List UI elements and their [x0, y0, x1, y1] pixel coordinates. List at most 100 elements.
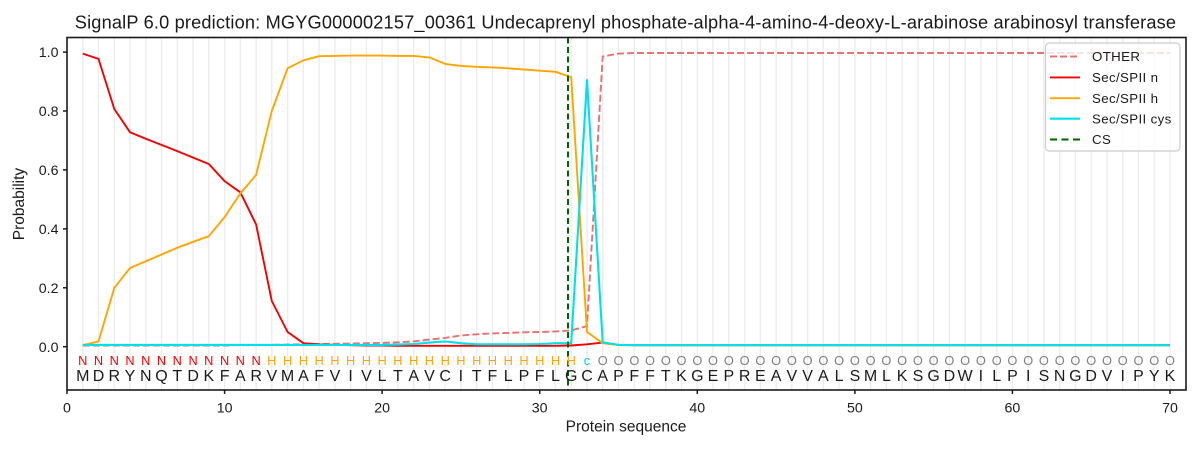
svg-text:O: O — [834, 353, 844, 368]
svg-text:K: K — [1165, 368, 1176, 385]
svg-text:I: I — [459, 368, 463, 385]
svg-text:O: O — [740, 353, 750, 368]
svg-text:E: E — [708, 368, 719, 385]
svg-text:O: O — [803, 353, 813, 368]
svg-text:H: H — [314, 353, 323, 368]
svg-text:N: N — [110, 353, 119, 368]
svg-text:CS: CS — [1092, 132, 1111, 147]
svg-text:H: H — [330, 353, 339, 368]
svg-text:N: N — [94, 353, 103, 368]
svg-text:0.4: 0.4 — [39, 222, 59, 238]
svg-text:O: O — [881, 353, 891, 368]
svg-text:1.0: 1.0 — [39, 45, 59, 61]
svg-text:W: W — [958, 368, 974, 385]
svg-text:0.0: 0.0 — [39, 340, 59, 356]
svg-text:H: H — [362, 353, 371, 368]
svg-text:N: N — [125, 353, 134, 368]
svg-text:H: H — [551, 353, 560, 368]
svg-text:L: L — [378, 368, 387, 385]
svg-text:Sec/SPII n: Sec/SPII n — [1092, 70, 1158, 85]
svg-text:H: H — [393, 353, 402, 368]
svg-text:40: 40 — [689, 400, 705, 416]
svg-text:60: 60 — [1005, 400, 1021, 416]
svg-text:O: O — [960, 353, 970, 368]
svg-text:A: A — [298, 368, 309, 385]
svg-text:O: O — [913, 353, 923, 368]
svg-text:O: O — [1118, 353, 1128, 368]
svg-text:c: c — [584, 353, 591, 368]
svg-text:H: H — [267, 353, 276, 368]
svg-text:H: H — [535, 353, 544, 368]
svg-text:V: V — [1102, 368, 1113, 385]
svg-text:P: P — [613, 368, 624, 385]
svg-text:F: F — [645, 368, 655, 385]
svg-text:O: O — [1086, 353, 1096, 368]
svg-text:H: H — [283, 353, 292, 368]
svg-text:SignalP 6.0 prediction: MGYG00: SignalP 6.0 prediction: MGYG000002157_00… — [75, 13, 1176, 34]
svg-text:H: H — [519, 353, 528, 368]
svg-text:I: I — [979, 368, 983, 385]
svg-text:V: V — [786, 368, 797, 385]
svg-text:C: C — [581, 368, 593, 385]
svg-text:A: A — [771, 368, 782, 385]
svg-text:V: V — [361, 368, 372, 385]
svg-text:H: H — [456, 353, 465, 368]
svg-text:T: T — [472, 368, 482, 385]
svg-text:H: H — [472, 353, 481, 368]
svg-text:N: N — [173, 353, 182, 368]
svg-text:D: D — [944, 368, 956, 385]
svg-text:O: O — [724, 353, 734, 368]
svg-text:K: K — [897, 368, 908, 385]
svg-text:L: L — [551, 368, 560, 385]
svg-text:L: L — [835, 368, 844, 385]
svg-text:F: F — [314, 368, 324, 385]
svg-text:N: N — [140, 368, 152, 385]
svg-text:R: R — [109, 368, 121, 385]
svg-text:O: O — [1055, 353, 1065, 368]
svg-text:F: F — [535, 368, 545, 385]
svg-text:O: O — [598, 353, 608, 368]
svg-text:O: O — [755, 353, 765, 368]
svg-text:T: T — [661, 368, 671, 385]
svg-text:E: E — [755, 368, 766, 385]
svg-text:H: H — [377, 353, 386, 368]
svg-text:O: O — [944, 353, 954, 368]
svg-text:Q: Q — [155, 368, 167, 385]
svg-text:H: H — [299, 353, 308, 368]
svg-text:O: O — [1039, 353, 1049, 368]
svg-text:V: V — [330, 368, 341, 385]
svg-text:0.2: 0.2 — [39, 281, 59, 297]
svg-text:N: N — [157, 353, 166, 368]
svg-text:0.6: 0.6 — [39, 163, 59, 179]
svg-text:0: 0 — [63, 400, 71, 416]
svg-text:G: G — [691, 368, 703, 385]
svg-text:C: C — [439, 368, 451, 385]
svg-text:N: N — [1054, 368, 1066, 385]
svg-text:H: H — [488, 353, 497, 368]
svg-text:K: K — [203, 368, 214, 385]
svg-text:I: I — [348, 368, 352, 385]
svg-text:O: O — [866, 353, 876, 368]
svg-text:A: A — [235, 368, 246, 385]
svg-text:N: N — [220, 353, 229, 368]
svg-text:H: H — [425, 353, 434, 368]
svg-text:N: N — [188, 353, 197, 368]
svg-text:N: N — [236, 353, 245, 368]
svg-text:T: T — [393, 368, 403, 385]
svg-text:O: O — [1134, 353, 1144, 368]
svg-text:F: F — [220, 368, 230, 385]
svg-text:P: P — [723, 368, 734, 385]
svg-text:G: G — [1069, 368, 1081, 385]
svg-text:A: A — [597, 368, 608, 385]
svg-text:0.8: 0.8 — [39, 104, 59, 120]
svg-text:O: O — [1007, 353, 1017, 368]
svg-text:O: O — [614, 353, 624, 368]
svg-text:F: F — [488, 368, 498, 385]
svg-text:O: O — [771, 353, 781, 368]
svg-text:G: G — [927, 368, 939, 385]
svg-text:70: 70 — [1162, 400, 1178, 416]
svg-text:O: O — [1102, 353, 1112, 368]
svg-text:N: N — [251, 353, 260, 368]
svg-text:H: H — [567, 353, 576, 368]
svg-text:P: P — [1007, 368, 1018, 385]
